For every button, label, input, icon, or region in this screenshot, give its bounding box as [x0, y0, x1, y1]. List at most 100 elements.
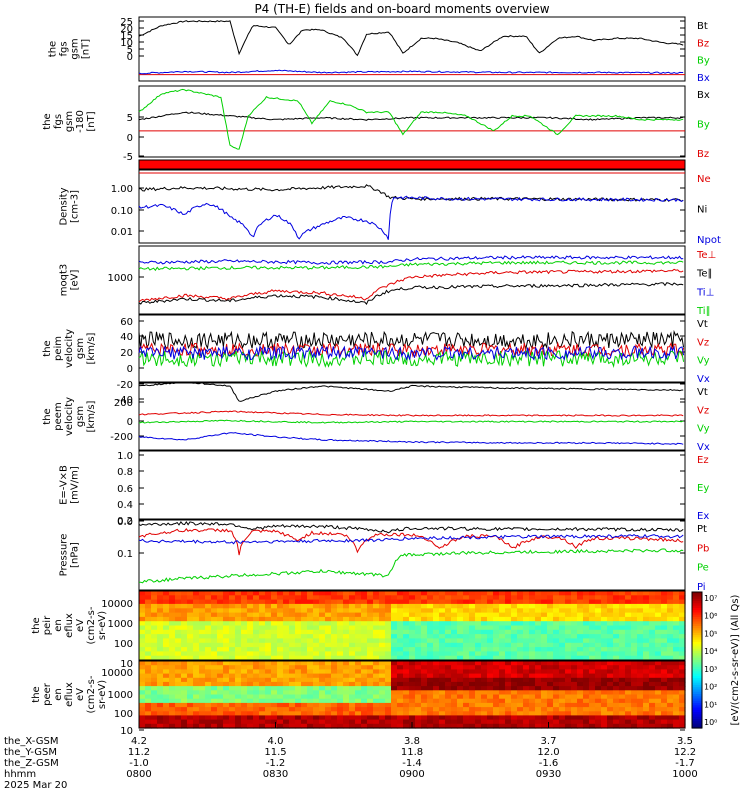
spectrogram-cell [145, 673, 152, 679]
spectrogram-cell [355, 723, 362, 729]
spectrogram-cell [235, 616, 242, 622]
legend-item: Ti∥ [696, 306, 711, 317]
spectrogram-cell [637, 608, 644, 614]
y-axis-label: Density [59, 187, 70, 225]
spectrogram-cell [343, 677, 350, 683]
spectrogram-cell [187, 694, 194, 700]
spectrogram-cell [289, 629, 296, 635]
spectrogram-cell [403, 711, 410, 717]
spectrogram-cell [259, 621, 266, 627]
spectrogram-cell [571, 719, 578, 725]
spectrogram-cell [553, 698, 560, 704]
spectrogram-cell [487, 603, 494, 609]
spectrogram-cell [241, 661, 248, 666]
spectrogram-cell [565, 634, 572, 639]
spectrogram-cell [571, 642, 578, 648]
spectrogram-cell [163, 616, 170, 622]
spectrogram-cell [463, 715, 470, 721]
spectrogram-cell [229, 651, 236, 657]
spectrogram-cell [469, 715, 476, 721]
spectrogram-cell [571, 599, 578, 605]
spectrogram-cell [469, 690, 476, 696]
spectrogram-cell [667, 599, 674, 605]
spectrogram-cell [559, 694, 566, 700]
spectrogram-cell [373, 591, 380, 596]
spectrogram-cell [235, 673, 242, 679]
spectrogram-cell [529, 723, 536, 729]
spectrogram-cell [373, 723, 380, 729]
spectrogram-cell [295, 655, 302, 661]
spectrogram-cell [595, 690, 602, 696]
spectrogram-cell [289, 621, 296, 627]
spectrogram-cell [601, 711, 608, 717]
spectrogram-cell [139, 681, 146, 687]
spectrogram-cell [613, 665, 620, 670]
spectrogram-cell [673, 595, 680, 601]
spectrogram-cell [661, 677, 668, 683]
spectrogram-cell [559, 669, 566, 675]
spectrogram-cell [625, 707, 632, 712]
spectrogram-cell [463, 707, 470, 712]
spectrogram-cell [265, 719, 272, 725]
spectrogram-cell [403, 625, 410, 631]
spectrogram-cell [673, 686, 680, 691]
spectrogram-cell [607, 599, 614, 605]
y-tick-label: 200 [114, 398, 133, 409]
y-axis-label: peer [42, 682, 53, 706]
spectrogram-cell [553, 599, 560, 605]
spectrogram-cell [631, 625, 638, 631]
spectrogram-cell [169, 719, 176, 725]
spectrogram-cell [349, 634, 356, 639]
spectrogram-cell [187, 669, 194, 675]
y-axis-label: [km/s] [86, 332, 97, 364]
spectrogram-cell [673, 669, 680, 675]
spectrogram-cell [319, 681, 326, 687]
spectrogram-cell [625, 647, 632, 652]
spectrogram-cell [247, 715, 254, 721]
spectrogram-cell [619, 651, 626, 657]
spectrogram-cell [199, 665, 206, 670]
spectrogram-cell [475, 690, 482, 696]
x-tick-label: 0800 [126, 769, 151, 780]
spectrogram-cell [277, 690, 284, 696]
spectrogram-cell [571, 694, 578, 700]
spectrogram-cell [235, 694, 242, 700]
spectrogram-cell [481, 634, 488, 639]
spectrogram-cell [589, 711, 596, 717]
spectrogram-cell [235, 661, 242, 666]
spectrogram-cell [253, 715, 260, 721]
spectrogram-cell [391, 603, 398, 609]
spectrogram-cell [235, 595, 242, 601]
spectrogram-cell [301, 621, 308, 627]
spectrogram-cell [277, 634, 284, 639]
spectrogram-cell [541, 681, 548, 687]
spectrogram-cell [205, 638, 212, 644]
colorbar-cell [692, 623, 702, 627]
spectrogram-cell [571, 707, 578, 712]
spectrogram-cell [235, 647, 242, 652]
spectrogram-cell [229, 690, 236, 696]
spectrogram-cell [475, 647, 482, 652]
spectrogram-cell [211, 698, 218, 704]
spectrogram-cell [601, 715, 608, 721]
spectrogram-cell [451, 707, 458, 712]
spectrogram-cell [553, 681, 560, 687]
spectrogram-cell [295, 638, 302, 644]
spectrogram-cell [265, 651, 272, 657]
spectrogram-cell [379, 711, 386, 717]
spectrogram-cell [397, 690, 404, 696]
spectrogram-cell [601, 677, 608, 683]
spectrogram-cell [265, 634, 272, 639]
spectrogram-cell [595, 677, 602, 683]
spectrogram-cell [151, 608, 158, 614]
spectrogram-cell [169, 702, 176, 708]
spectrogram-cell [193, 634, 200, 639]
spectrogram-cell [523, 698, 530, 704]
spectrogram-cell [655, 698, 662, 704]
spectrogram-cell [229, 595, 236, 601]
spectrogram-cell [439, 661, 446, 666]
spectrogram-cell [265, 661, 272, 666]
spectrogram-cell [493, 629, 500, 635]
spectrogram-cell [463, 673, 470, 679]
